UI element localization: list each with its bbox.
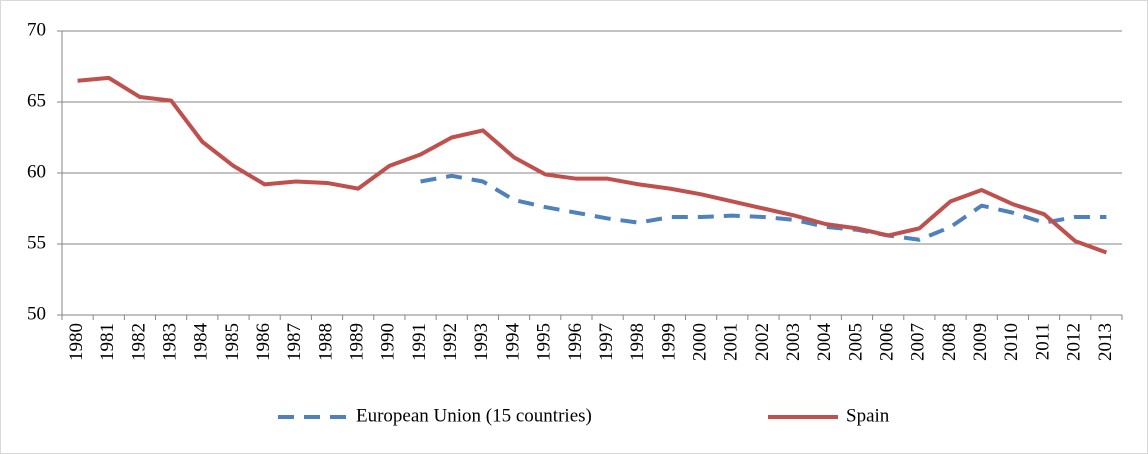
x-tick-label: 1991 [409, 323, 430, 361]
x-tick-label: 1994 [502, 323, 523, 362]
x-tick-label: 1997 [596, 323, 617, 361]
x-tick-label: 1995 [534, 323, 555, 361]
x-tick-label: 2009 [970, 323, 991, 361]
x-tick-label: 1984 [191, 323, 212, 362]
x-tick-label: 2002 [752, 323, 773, 361]
x-tick-label: 1998 [627, 323, 648, 361]
x-tick-label: 2006 [877, 323, 898, 361]
x-tick-label: 2003 [783, 323, 804, 361]
y-tick-label: 55 [27, 232, 46, 253]
x-tick-label: 1981 [97, 323, 118, 361]
x-tick-label: 1986 [253, 323, 274, 361]
x-tick-label: 2007 [908, 323, 929, 361]
y-tick-label: 65 [27, 90, 46, 111]
x-tick-label: 2008 [939, 323, 960, 361]
x-tick-label: 1999 [658, 323, 679, 361]
x-tick-label: 2004 [814, 323, 835, 362]
x-tick-label: 1985 [222, 323, 243, 361]
x-tick-label: 1996 [565, 323, 586, 361]
x-tick-label: 2010 [1001, 323, 1022, 361]
x-tick-label: 2011 [1032, 323, 1053, 360]
x-tick-label: 2000 [689, 323, 710, 361]
x-tick-label: 1989 [347, 323, 368, 361]
x-tick-label: 1988 [315, 323, 336, 361]
y-tick-label: 60 [27, 161, 46, 182]
x-tick-label: 1990 [378, 323, 399, 361]
x-tick-label: 1992 [440, 323, 461, 361]
x-tick-label: 1987 [284, 323, 305, 361]
x-tick-label: 1993 [471, 323, 492, 361]
y-tick-label: 50 [27, 303, 46, 324]
x-tick-label: 2012 [1064, 323, 1085, 361]
x-tick-label: 2001 [721, 323, 742, 361]
series-line [420, 173, 1107, 242]
x-tick-label: 1983 [159, 323, 180, 361]
legend-label: Spain [846, 405, 890, 426]
x-tick-label: 2005 [845, 323, 866, 361]
legend-label: European Union (15 countries) [356, 405, 592, 426]
y-tick-label: 70 [27, 19, 46, 40]
x-tick-label: 2013 [1095, 323, 1116, 361]
series-line [77, 75, 1108, 255]
x-tick-label: 1982 [128, 323, 149, 361]
x-tick-label: 1980 [66, 323, 87, 361]
